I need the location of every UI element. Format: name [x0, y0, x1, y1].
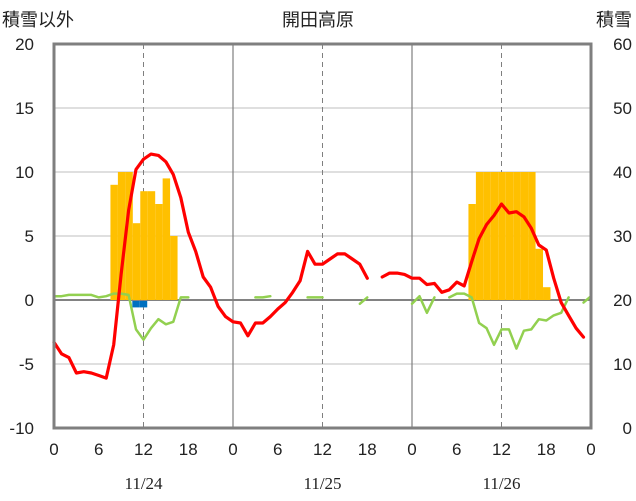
right-y-tick-label: 30: [613, 227, 632, 246]
right-axis-label: 積雪: [596, 10, 632, 30]
snow-depth-bar: [117, 172, 126, 300]
left-y-tick-label: 10: [15, 163, 34, 182]
temperature-line-series: [52, 152, 369, 380]
snow-depth-bar: [140, 191, 148, 300]
snow-depth-bar: [132, 223, 141, 300]
right-y-tick-label: 50: [613, 99, 632, 118]
x-hour-tick-label: 6: [273, 440, 282, 459]
left-y-tick-label: 15: [15, 99, 34, 118]
x-hour-tick-label: 0: [228, 440, 237, 459]
x-date-label: 11/26: [482, 474, 520, 493]
snow-depth-bar: [110, 184, 118, 300]
x-hour-tick-label: 0: [49, 440, 58, 459]
snow-depth-bar: [528, 172, 536, 300]
x-hour-tick-label: 18: [537, 440, 556, 459]
chart-title: 開田高原: [282, 10, 354, 30]
snow-depth-bar: [170, 236, 178, 300]
snow-depth-bar: [155, 204, 163, 300]
snow-depth-bar: [505, 172, 514, 300]
left-y-tick-label: 5: [25, 227, 34, 246]
blue-bar: [139, 301, 148, 308]
precipitation-line-series: [52, 292, 190, 341]
x-hour-tick-label: 0: [407, 440, 416, 459]
x-hour-tick-label: 12: [492, 440, 511, 459]
x-date-label: 11/24: [124, 474, 163, 493]
snow-depth-bar: [498, 172, 506, 300]
temperature-line-series: [380, 202, 586, 339]
snow-depth-bar: [147, 191, 156, 300]
x-hour-tick-label: 12: [134, 440, 153, 459]
snow-depth-bar: [483, 172, 491, 300]
right-y-tick-label: 10: [613, 355, 632, 374]
snow-depth-bar: [468, 204, 476, 300]
plot-frame: [52, 42, 593, 430]
blue-bar: [132, 301, 140, 308]
precipitation-line-series: [448, 292, 570, 350]
precipitation-line-series: [358, 296, 369, 306]
left-y-tick-label: -10: [9, 419, 34, 438]
left-y-tick-label: 20: [15, 35, 34, 54]
x-date-label: 11/25: [303, 474, 341, 493]
x-hour-tick-label: 12: [313, 440, 332, 459]
right-y-tick-label: 20: [613, 291, 632, 310]
x-hour-tick-label: 18: [179, 440, 198, 459]
snow-depth-bar: [162, 178, 171, 300]
snow-depth-bar: [520, 172, 529, 300]
precipitation-line-series: [254, 294, 272, 299]
x-hour-tick-label: 6: [452, 440, 461, 459]
left-axis-label: 積雪以外: [2, 10, 74, 30]
right-y-tick-label: 60: [613, 35, 632, 54]
snow-depth-bar: [513, 172, 521, 300]
snow-depth-bar: [535, 248, 544, 300]
left-y-tick-label: 0: [25, 291, 34, 310]
x-hour-tick-label: 18: [358, 440, 377, 459]
left-y-tick-label: -5: [19, 355, 34, 374]
x-hour-tick-label: 0: [586, 440, 595, 459]
x-hour-tick-label: 6: [94, 440, 103, 459]
snow-depth-bar: [543, 287, 551, 300]
snow-depth-bar: [125, 172, 133, 300]
right-y-tick-label: 40: [613, 163, 632, 182]
snow-depth-bar: [490, 172, 499, 300]
plot-border: [52, 42, 593, 430]
right-y-tick-label: 0: [623, 419, 632, 438]
precipitation-line-series: [410, 294, 436, 315]
